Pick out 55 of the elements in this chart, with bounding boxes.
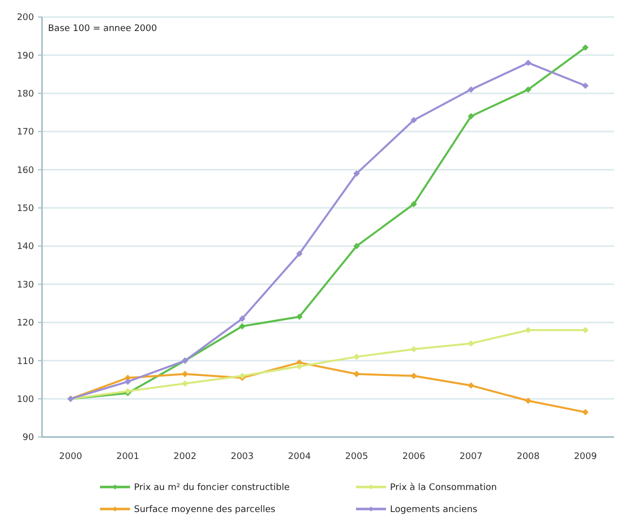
x-tick-label: 2004 bbox=[288, 452, 312, 462]
y-tick-label: 160 bbox=[16, 166, 34, 176]
x-tick-label: 2005 bbox=[345, 452, 368, 462]
legend-label: Surface moyenne des parcelles bbox=[134, 505, 276, 516]
point bbox=[468, 382, 474, 388]
x-tick-label: 2000 bbox=[59, 452, 82, 462]
point bbox=[354, 243, 360, 250]
point bbox=[410, 201, 417, 208]
point bbox=[239, 372, 246, 379]
point bbox=[410, 117, 417, 124]
point bbox=[296, 314, 302, 320]
y-tick-label: 180 bbox=[16, 90, 34, 100]
point bbox=[582, 44, 588, 51]
point bbox=[410, 346, 417, 352]
x-tick-label: 2002 bbox=[174, 452, 196, 462]
point bbox=[410, 372, 417, 379]
annotation: Base 100 = annee 2000 bbox=[48, 24, 158, 34]
y-tick-label: 190 bbox=[16, 51, 34, 62]
point bbox=[582, 409, 588, 416]
legend-label: Prix au m² du foncier constructible bbox=[134, 483, 290, 494]
x-tick-label: 2006 bbox=[402, 452, 426, 462]
point bbox=[354, 354, 360, 360]
x-tick-label: 2009 bbox=[574, 452, 598, 462]
point bbox=[296, 363, 302, 370]
x-tick-label: 2003 bbox=[230, 452, 254, 462]
point bbox=[354, 170, 360, 177]
point bbox=[239, 323, 246, 330]
point bbox=[468, 340, 474, 346]
x-tick-label: 2008 bbox=[516, 452, 540, 462]
x-tick-label: 2001 bbox=[116, 452, 140, 462]
y-tick-label: 110 bbox=[16, 356, 34, 367]
y-tick-label: 90 bbox=[22, 433, 34, 444]
point bbox=[182, 371, 188, 377]
y-tick-label: 200 bbox=[16, 13, 34, 24]
point bbox=[239, 316, 246, 322]
y-tick-label: 130 bbox=[16, 280, 34, 290]
y-tick-label: 150 bbox=[16, 204, 34, 214]
y-tick-label: 120 bbox=[16, 318, 34, 329]
legend-label: Prix à la Consommation bbox=[390, 482, 497, 494]
x-tick-label: 2007 bbox=[460, 452, 482, 462]
point bbox=[354, 371, 360, 377]
point bbox=[296, 250, 302, 257]
point bbox=[182, 380, 188, 387]
legend-label: Logements anciens bbox=[390, 505, 478, 516]
point bbox=[525, 86, 532, 93]
point bbox=[582, 82, 588, 89]
point bbox=[525, 60, 532, 66]
point bbox=[124, 378, 131, 385]
point bbox=[468, 86, 474, 93]
point bbox=[525, 398, 532, 404]
y-tick-label: 170 bbox=[16, 128, 34, 138]
point bbox=[525, 327, 532, 334]
point bbox=[468, 113, 474, 120]
y-tick-label: 140 bbox=[16, 242, 34, 252]
y-tick-label: 100 bbox=[16, 394, 34, 405]
